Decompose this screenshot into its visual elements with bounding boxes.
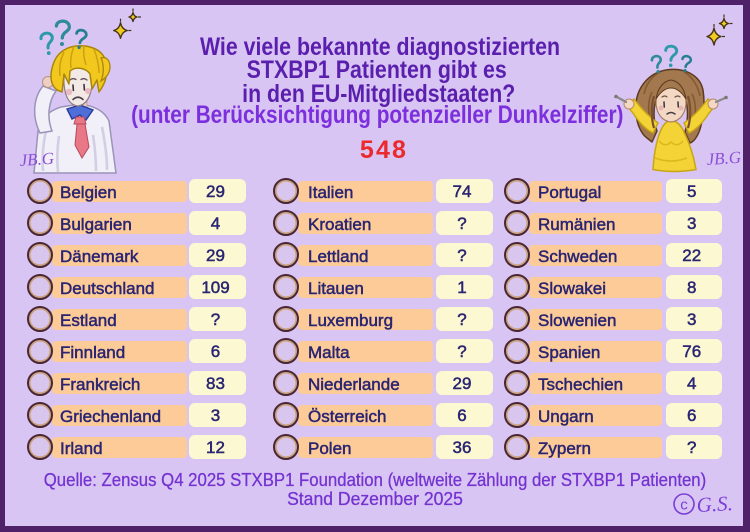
svg-text:c: c xyxy=(680,497,688,514)
svg-text:G.S.: G.S. xyxy=(696,491,733,517)
svg-text:JB.G: JB.G xyxy=(706,148,742,169)
svg-text:JB.G: JB.G xyxy=(19,149,55,170)
